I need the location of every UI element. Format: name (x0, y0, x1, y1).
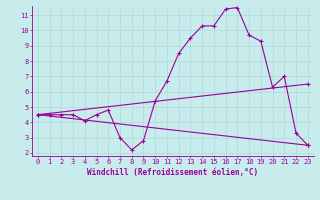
X-axis label: Windchill (Refroidissement éolien,°C): Windchill (Refroidissement éolien,°C) (87, 168, 258, 177)
